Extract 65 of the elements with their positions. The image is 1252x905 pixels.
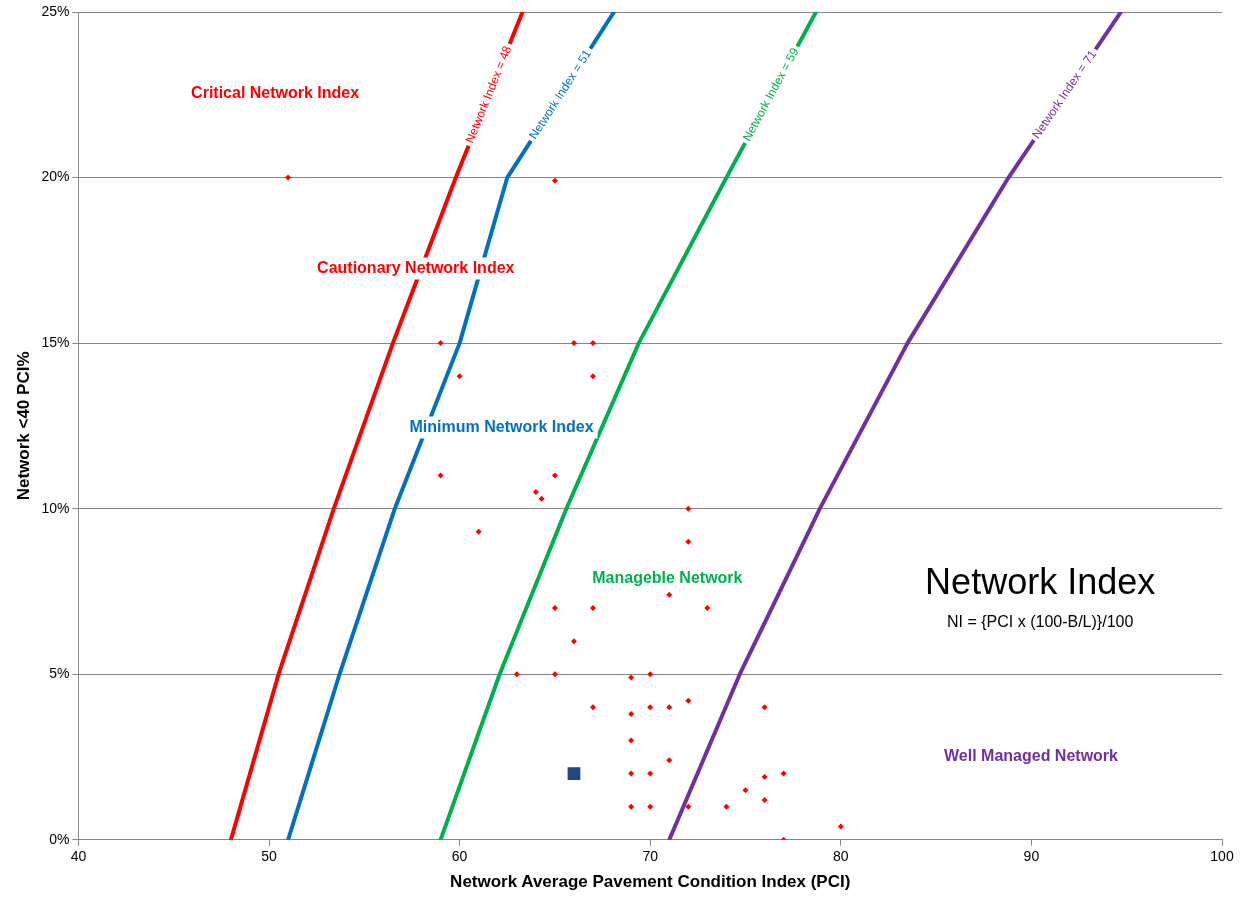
- y-tick-label: 20%: [41, 168, 70, 185]
- point: [647, 803, 654, 810]
- y-tick-label: 10%: [41, 499, 70, 516]
- annotation: Minimum Network Index: [409, 417, 594, 435]
- point: [538, 495, 545, 502]
- point: [723, 803, 730, 810]
- point: [570, 340, 577, 347]
- point: [780, 770, 787, 777]
- y-tick-label: 5%: [49, 665, 70, 682]
- point: [551, 177, 558, 184]
- point: [685, 538, 692, 545]
- point: [685, 803, 692, 810]
- point: [475, 528, 482, 535]
- point: [551, 605, 558, 612]
- point: [742, 787, 749, 794]
- point: [685, 697, 692, 704]
- point: [628, 737, 635, 744]
- point: [590, 340, 597, 347]
- point: [837, 823, 844, 830]
- x-tick-label: 100: [1210, 848, 1234, 865]
- point: [551, 472, 558, 479]
- annotation: Manageble Network: [592, 568, 743, 586]
- point: [647, 770, 654, 777]
- point: [628, 710, 635, 717]
- point: [551, 671, 558, 678]
- point: [761, 797, 768, 804]
- annotation: Well Managed Network: [944, 746, 1119, 764]
- point: [647, 671, 654, 678]
- point: [285, 174, 292, 181]
- y-tick-label: 15%: [41, 333, 70, 350]
- x-tick-label: 90: [1023, 848, 1040, 865]
- point: [628, 770, 635, 777]
- point: [628, 674, 635, 681]
- point: [761, 773, 768, 780]
- point: [590, 373, 597, 380]
- point: [590, 704, 597, 711]
- y-tick-label: 0%: [49, 830, 70, 847]
- x-tick-label: 40: [70, 848, 87, 865]
- annotation: Network Index: [925, 560, 1156, 602]
- x-tick-label: 50: [261, 848, 278, 865]
- point: [666, 591, 673, 598]
- point: [666, 704, 673, 711]
- annotation: Cautionary Network Index: [317, 259, 515, 277]
- point: [590, 605, 597, 612]
- annotation: NI = {PCI x (100-B/L)}/100: [947, 613, 1134, 631]
- x-axis-title: Network Average Pavement Condition Index (PCI): [450, 872, 851, 892]
- y-tick-label: 25%: [41, 2, 70, 19]
- point: [704, 605, 711, 612]
- point: [437, 340, 444, 347]
- x-tick-label: 80: [833, 848, 849, 865]
- point: [456, 373, 463, 380]
- x-tick-label: 70: [642, 848, 659, 865]
- point: [666, 757, 673, 764]
- x-tick-label: 60: [451, 848, 468, 865]
- point: [437, 472, 444, 479]
- point: [513, 671, 520, 678]
- point: [647, 704, 654, 711]
- y-axis-title: Network <40 PCI%: [13, 351, 33, 501]
- point: [628, 803, 635, 810]
- annotation: Critical Network Index: [191, 83, 360, 101]
- point: [567, 767, 581, 780]
- point: [532, 489, 539, 496]
- point: [570, 638, 577, 645]
- point: [685, 505, 692, 512]
- point: [761, 704, 768, 711]
